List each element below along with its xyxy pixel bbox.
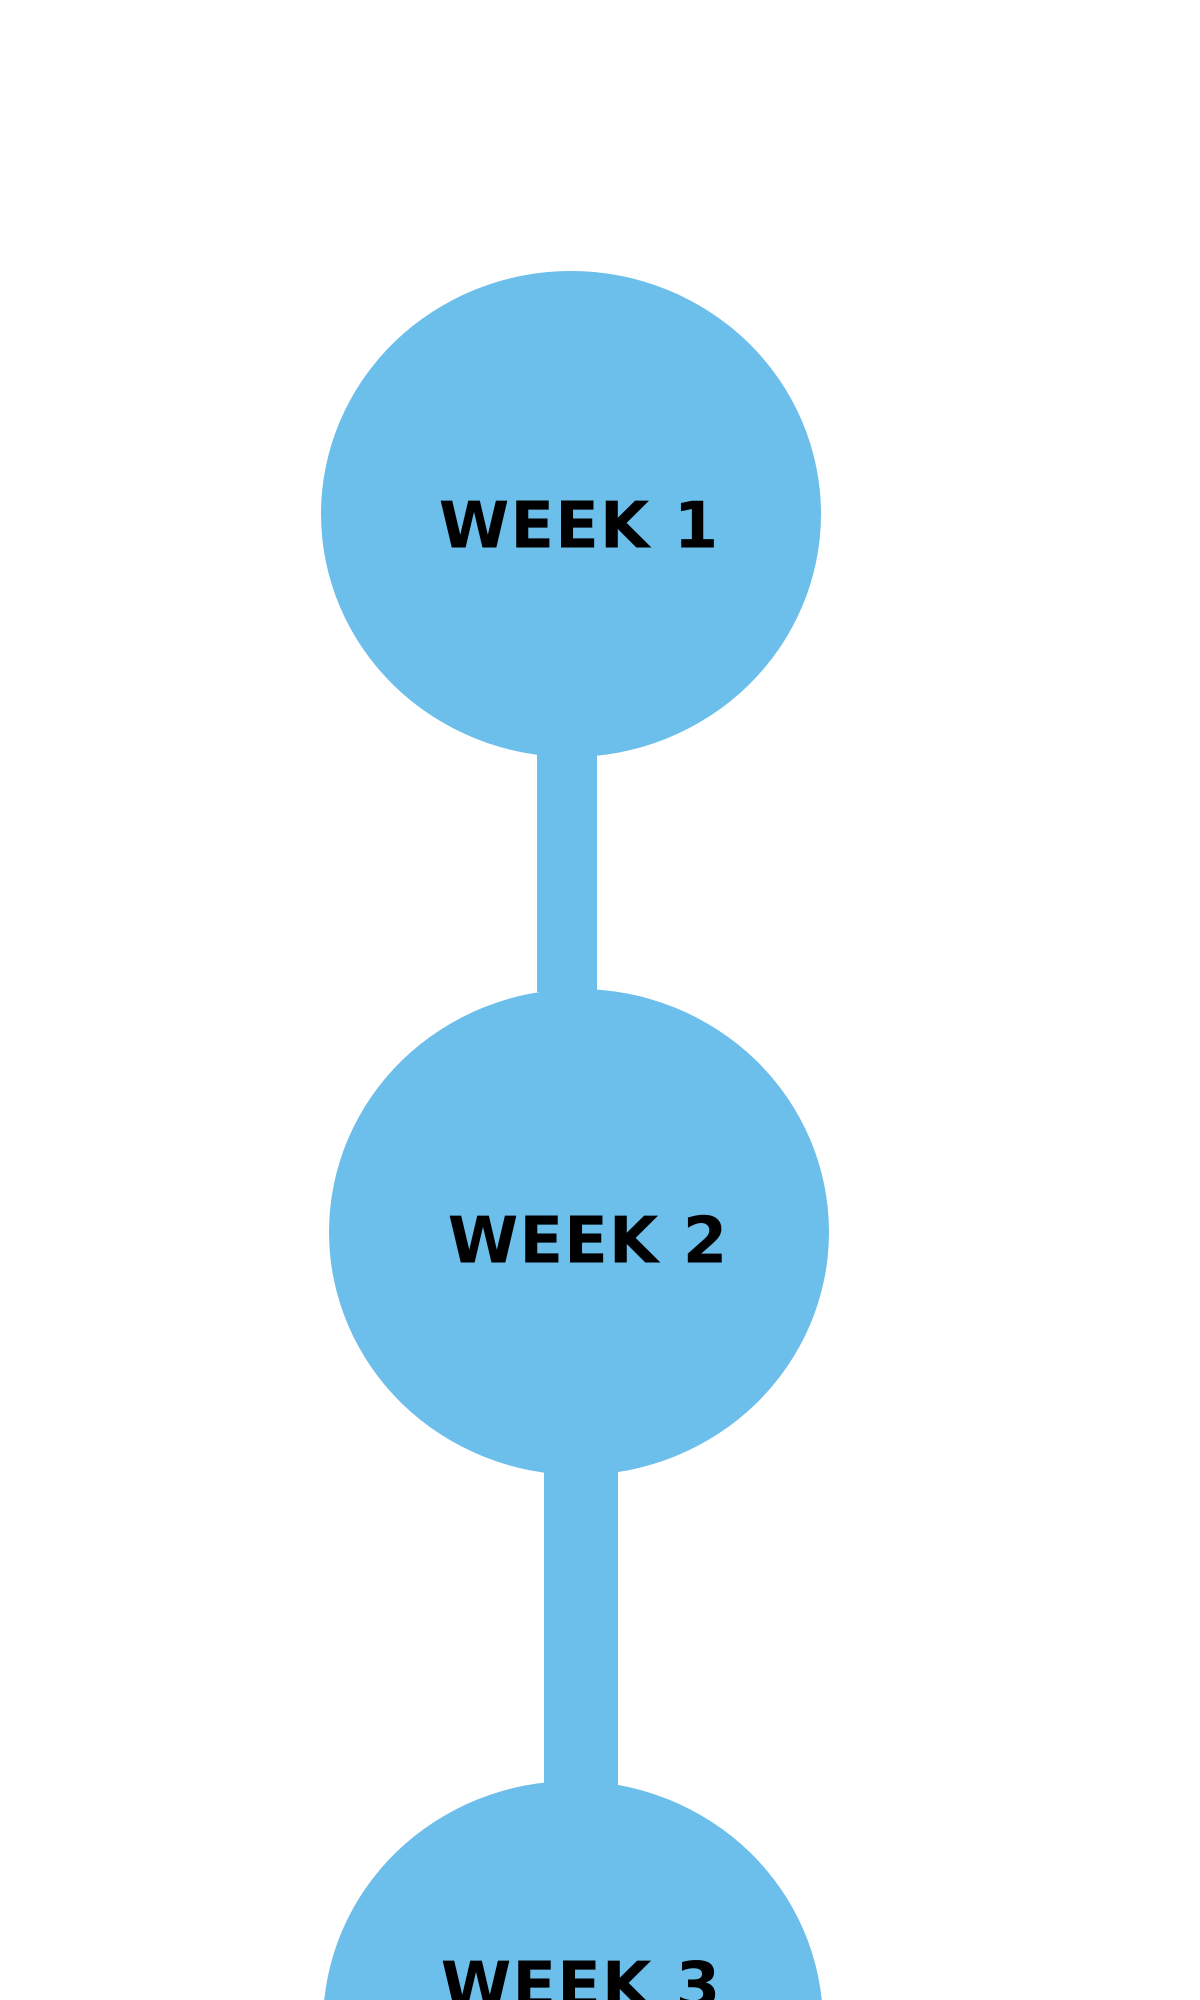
step-label: WEEK 1 — [439, 490, 719, 564]
step-label: WEEK 2 — [448, 1205, 728, 1279]
step-circle — [329, 989, 829, 1475]
step-label: WEEK 3 — [441, 1950, 721, 2000]
step-circle — [324, 1781, 822, 2000]
step-circle — [321, 271, 821, 757]
connector — [544, 1470, 618, 1786]
connector — [537, 752, 597, 992]
